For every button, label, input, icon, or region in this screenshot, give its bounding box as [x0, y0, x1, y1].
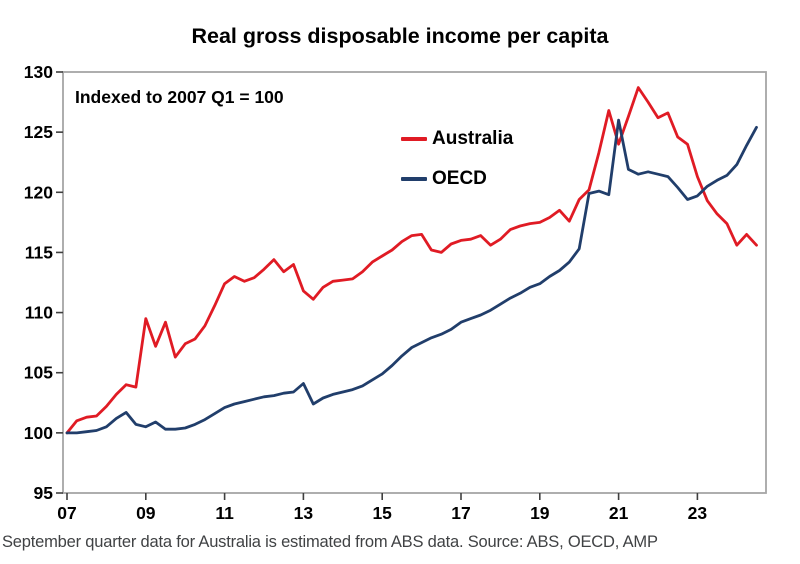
y-tick-label: 105	[24, 363, 53, 383]
x-tick-label: 23	[688, 503, 708, 523]
legend-label-oecd: OECD	[432, 168, 487, 189]
legend-item-australia: Australia	[401, 128, 513, 150]
series-line-oecd	[65, 118, 758, 435]
y-tick-label: 130	[24, 62, 53, 82]
series-line-australia	[65, 86, 758, 435]
x-tick-label: 09	[136, 503, 156, 523]
oecd-line-swatch	[401, 177, 427, 181]
y-tick-label: 95	[34, 483, 54, 503]
y-tick-label: 120	[24, 182, 53, 202]
legend: Australia OECD	[401, 128, 513, 208]
x-tick-label: 15	[372, 503, 392, 523]
chart-title: Real gross disposable income per capita	[191, 24, 609, 48]
line-chart: 95 100 105 110 115 120 125 130 07 09 11 13 15 17 19 21 2…	[24, 62, 767, 523]
y-tick-label: 115	[25, 242, 53, 262]
plot-border	[62, 71, 767, 494]
index-base-note: Indexed to 2007 Q1 = 100	[75, 87, 284, 107]
x-tick-label: 13	[294, 503, 314, 523]
y-tick-label: 100	[24, 423, 53, 443]
source-note: September quarter data for Australia is …	[2, 533, 658, 551]
legend-item-oecd: OECD	[401, 168, 513, 190]
x-tick-label: 19	[530, 503, 550, 523]
x-tick-label: 17	[451, 503, 470, 523]
y-tick-label: 125	[24, 122, 53, 142]
x-tick-label: 11	[215, 503, 234, 523]
x-tick-label: 07	[57, 503, 76, 523]
x-tick-label: 21	[609, 503, 629, 523]
legend-label-australia: Australia	[432, 128, 514, 149]
australia-line-swatch	[401, 137, 427, 141]
y-tick-label: 110	[25, 303, 53, 323]
